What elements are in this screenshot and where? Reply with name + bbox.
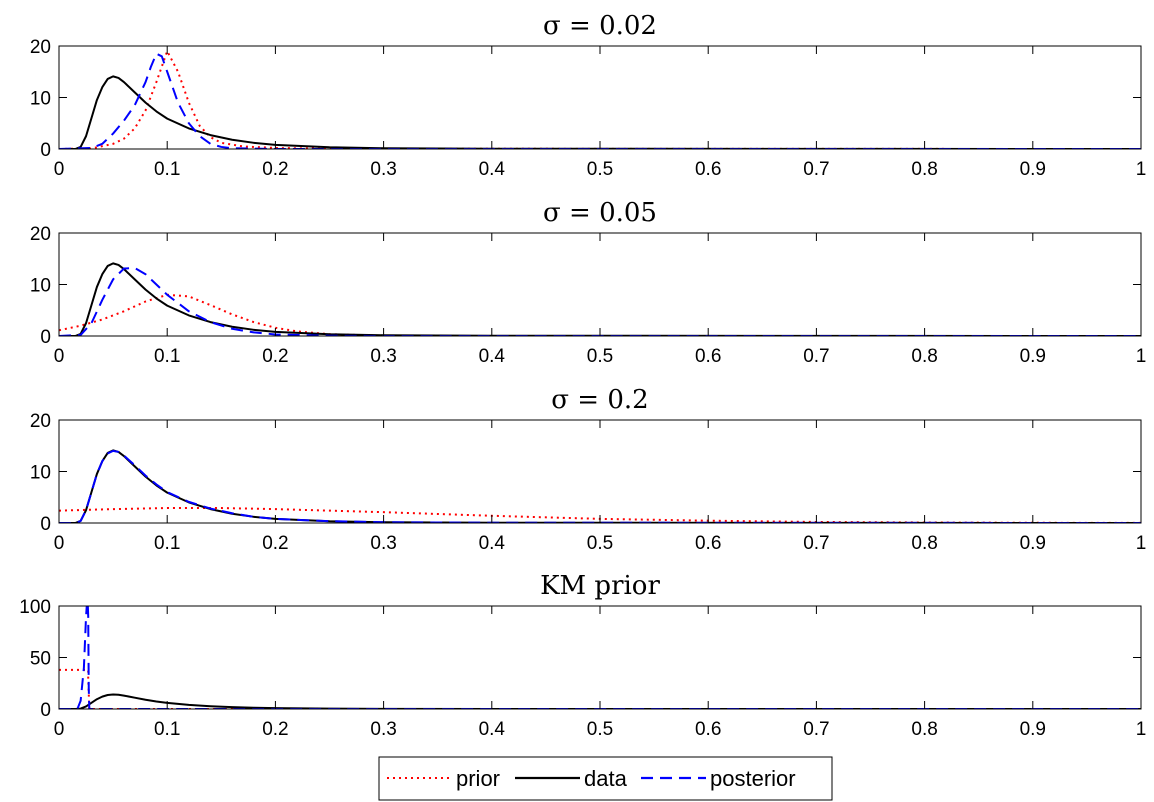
x-tick-label: 0.7 bbox=[803, 533, 829, 554]
x-tick-label: 0.7 bbox=[803, 719, 829, 740]
x-tick-label: 0.8 bbox=[911, 346, 937, 367]
series-line-data bbox=[59, 693, 1141, 709]
x-tick-label: 0.6 bbox=[695, 346, 721, 367]
x-tick-label: 0 bbox=[54, 719, 65, 740]
y-tick-label: 0 bbox=[40, 140, 51, 161]
y-tick-label: 100 bbox=[19, 597, 51, 618]
series-line-posterior bbox=[59, 52, 1141, 149]
series-line-prior bbox=[59, 668, 1141, 709]
subplot-1: σ = 0.020 0.1 0.2 0.3 0.4 0.5 0.6 0.7 0.8 0.9 1010… bbox=[30, 11, 1146, 180]
x-tick-label: 0.3 bbox=[370, 533, 396, 554]
x-tick-label: 0.9 bbox=[1020, 533, 1046, 554]
y-tick-label: 10 bbox=[30, 89, 51, 110]
x-tick-label: 0.4 bbox=[479, 533, 506, 554]
x-tick-label: 0.4 bbox=[479, 719, 506, 740]
y-tick-label: 20 bbox=[30, 37, 51, 58]
y-tick-label: 20 bbox=[30, 411, 51, 432]
series-line-data bbox=[59, 262, 1141, 336]
subplot-title: σ = 0.02 bbox=[543, 11, 657, 41]
x-tick-label: 0.5 bbox=[587, 533, 613, 554]
y-tick-label: 0 bbox=[40, 514, 51, 535]
x-tick-label: 0.7 bbox=[803, 346, 829, 367]
legend-box bbox=[378, 756, 833, 801]
x-tick-label: 0.3 bbox=[370, 159, 396, 180]
x-tick-label: 0.2 bbox=[262, 719, 288, 740]
x-tick-label: 0 bbox=[54, 346, 65, 367]
legend: prior data posterior bbox=[378, 756, 833, 801]
y-tick-label: 50 bbox=[30, 649, 51, 670]
x-tick-label: 0.8 bbox=[911, 719, 937, 740]
subplot-title: σ = 0.05 bbox=[543, 198, 657, 228]
y-tick-label: 10 bbox=[30, 276, 51, 297]
x-tick-label: 0.7 bbox=[803, 159, 829, 180]
x-tick-label: 1 bbox=[1136, 346, 1147, 367]
x-tick-label: 0.9 bbox=[1020, 159, 1046, 180]
x-tick-label: 0.5 bbox=[587, 719, 613, 740]
x-tick-label: 0.5 bbox=[587, 346, 613, 367]
x-tick-label: 0.2 bbox=[262, 346, 288, 367]
x-tick-label: 0.8 bbox=[911, 533, 937, 554]
series-line-data bbox=[59, 75, 1141, 149]
x-tick-label: 0.9 bbox=[1020, 719, 1046, 740]
axes-box bbox=[58, 232, 1142, 337]
x-tick-label: 1 bbox=[1136, 159, 1147, 180]
subplot-title: σ = 0.2 bbox=[551, 385, 648, 415]
subplot-3: σ = 0.20 0.1 0.2 0.3 0.4 0.5 0.6 0.7 0.8 0.9 10102… bbox=[30, 385, 1146, 554]
x-tick-label: 1 bbox=[1136, 719, 1147, 740]
x-tick-label: 0.5 bbox=[587, 159, 613, 180]
x-tick-label: 0 bbox=[54, 533, 65, 554]
x-tick-label: 0.3 bbox=[370, 719, 396, 740]
x-tick-label: 0.2 bbox=[262, 159, 288, 180]
x-tick-label: 0.3 bbox=[370, 346, 396, 367]
x-tick-label: 1 bbox=[1136, 533, 1147, 554]
legend-label-posterior: posterior bbox=[710, 766, 796, 791]
x-tick-label: 0.4 bbox=[479, 159, 506, 180]
x-tick-label: 0.6 bbox=[695, 719, 721, 740]
x-tick-label: 0.2 bbox=[262, 533, 288, 554]
series-line-posterior bbox=[59, 267, 1141, 336]
x-tick-label: 0.1 bbox=[154, 533, 180, 554]
x-tick-label: 0.1 bbox=[154, 719, 180, 740]
subplot-title: KM prior bbox=[540, 571, 660, 601]
y-tick-label: 20 bbox=[30, 224, 51, 245]
series-line-posterior bbox=[59, 606, 1141, 709]
axes-box bbox=[58, 605, 1142, 710]
legend-label-prior: prior bbox=[456, 766, 500, 791]
x-tick-label: 0.6 bbox=[695, 159, 721, 180]
x-tick-label: 0 bbox=[54, 159, 65, 180]
y-tick-label: 10 bbox=[30, 463, 51, 484]
subplot-2: σ = 0.050 0.1 0.2 0.3 0.4 0.5 0.6 0.7 0.8 0.9 1010… bbox=[30, 198, 1146, 367]
x-tick-label: 0.1 bbox=[154, 159, 180, 180]
x-tick-label: 0.4 bbox=[479, 346, 506, 367]
subplots: σ = 0.020 0.1 0.2 0.3 0.4 0.5 0.6 0.7 0.8 0.9 1010… bbox=[19, 11, 1146, 740]
x-tick-label: 0.6 bbox=[695, 533, 721, 554]
subplot-4: KM prior 0 0.1 0.2 0.3 0.4 0.5 0.6 0.7 0.8 0.9 1 0 50… bbox=[19, 571, 1146, 740]
series-line-posterior bbox=[59, 449, 1141, 523]
y-tick-label: 0 bbox=[40, 700, 51, 721]
x-tick-label: 0.9 bbox=[1020, 346, 1046, 367]
series-line-data bbox=[59, 449, 1141, 523]
axes-box bbox=[58, 45, 1142, 150]
series-line-prior bbox=[59, 50, 1141, 149]
x-tick-label: 0.1 bbox=[154, 346, 180, 367]
y-tick-label: 0 bbox=[40, 327, 51, 348]
x-tick-label: 0.8 bbox=[911, 159, 937, 180]
legend-label-data: data bbox=[584, 766, 628, 791]
